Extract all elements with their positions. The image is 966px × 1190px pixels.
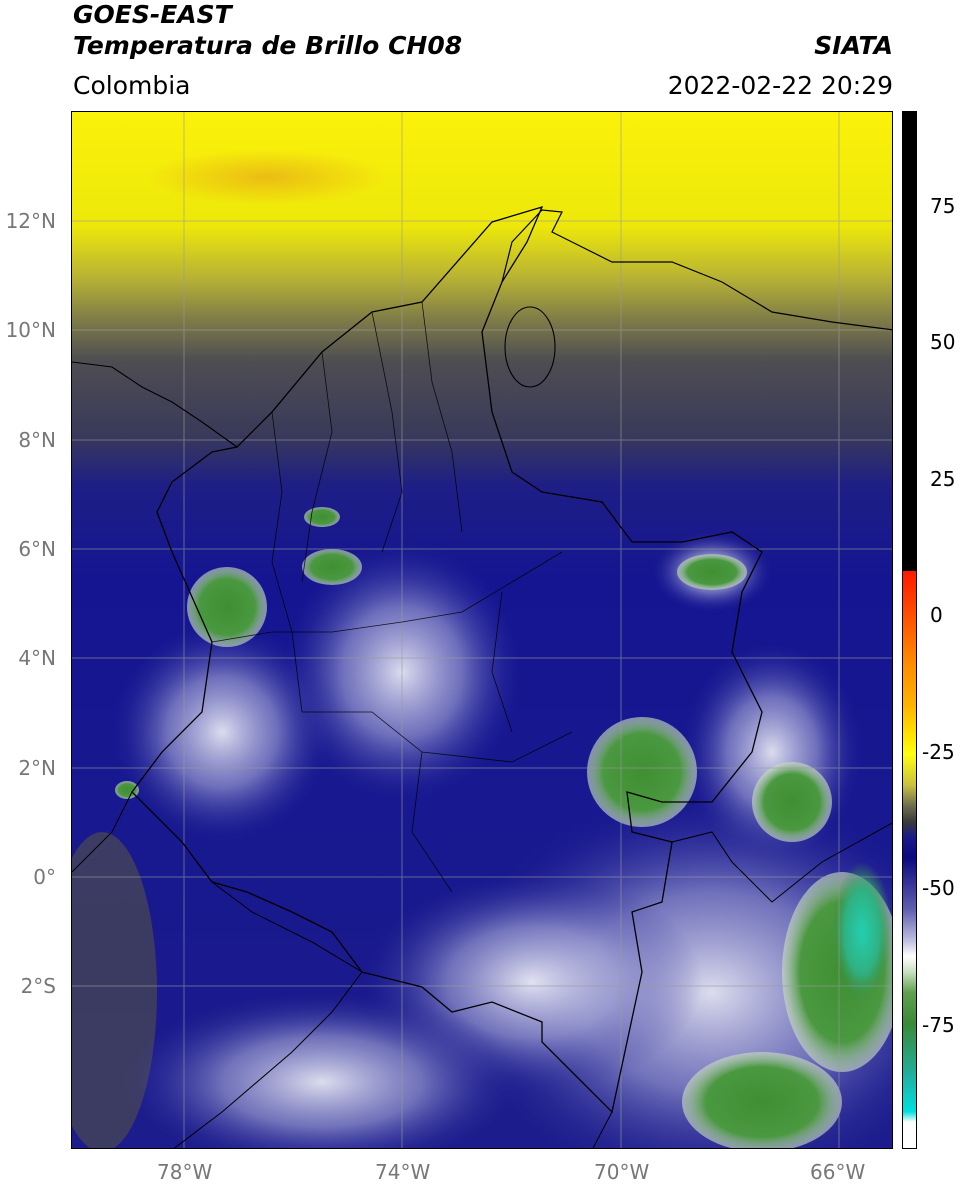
map-svg [72,112,892,1148]
panama-coast [72,361,238,448]
colorbar-tick-75: 75 [930,194,956,218]
region-label: Colombia [73,71,191,100]
lat-label-8n: 8°N [18,428,56,452]
lat-label-2s: 2°S [20,974,56,998]
lat-label-6n: 6°N [18,537,56,561]
temperature-colorbar [902,111,917,1149]
product-title: Temperatura de Brillo CH08 [73,31,463,60]
colorbar-tick-minus75: -75 [922,1013,955,1037]
lon-label-70w: 70°W [594,1160,650,1184]
satellite-title: GOES-EAST [73,0,232,29]
lat-label-10n: 10°N [5,318,56,342]
agency-label: SIATA [814,31,893,60]
colorbar-tick-minus50: -50 [922,876,955,900]
lat-label-4n: 4°N [18,646,56,670]
department-lines [211,301,573,893]
colorbar-tick-50: 50 [930,330,956,354]
colombia-border [131,205,763,1114]
brightness-temperature-map [71,111,893,1149]
colorbar-tick-minus25: -25 [922,740,955,764]
colorbar-svg [903,112,916,1148]
southern-borders [72,791,363,1148]
lat-label-2n: 2°N [18,756,56,780]
datetime-label: 2022-02-22 20:29 [667,71,893,100]
lake-maracaibo [504,306,556,388]
colorbar-tick-25: 25 [930,467,956,491]
colorbar-tick-0: 0 [930,603,943,627]
lon-label-78w: 78°W [157,1160,213,1184]
lat-label-0: 0° [33,865,56,889]
brazil-border [592,822,892,1148]
lon-label-66w: 66°W [810,1160,866,1184]
venezuela-coast [501,209,892,331]
lon-label-74w: 74°W [375,1160,431,1184]
lat-label-12n: 12°N [5,209,56,233]
